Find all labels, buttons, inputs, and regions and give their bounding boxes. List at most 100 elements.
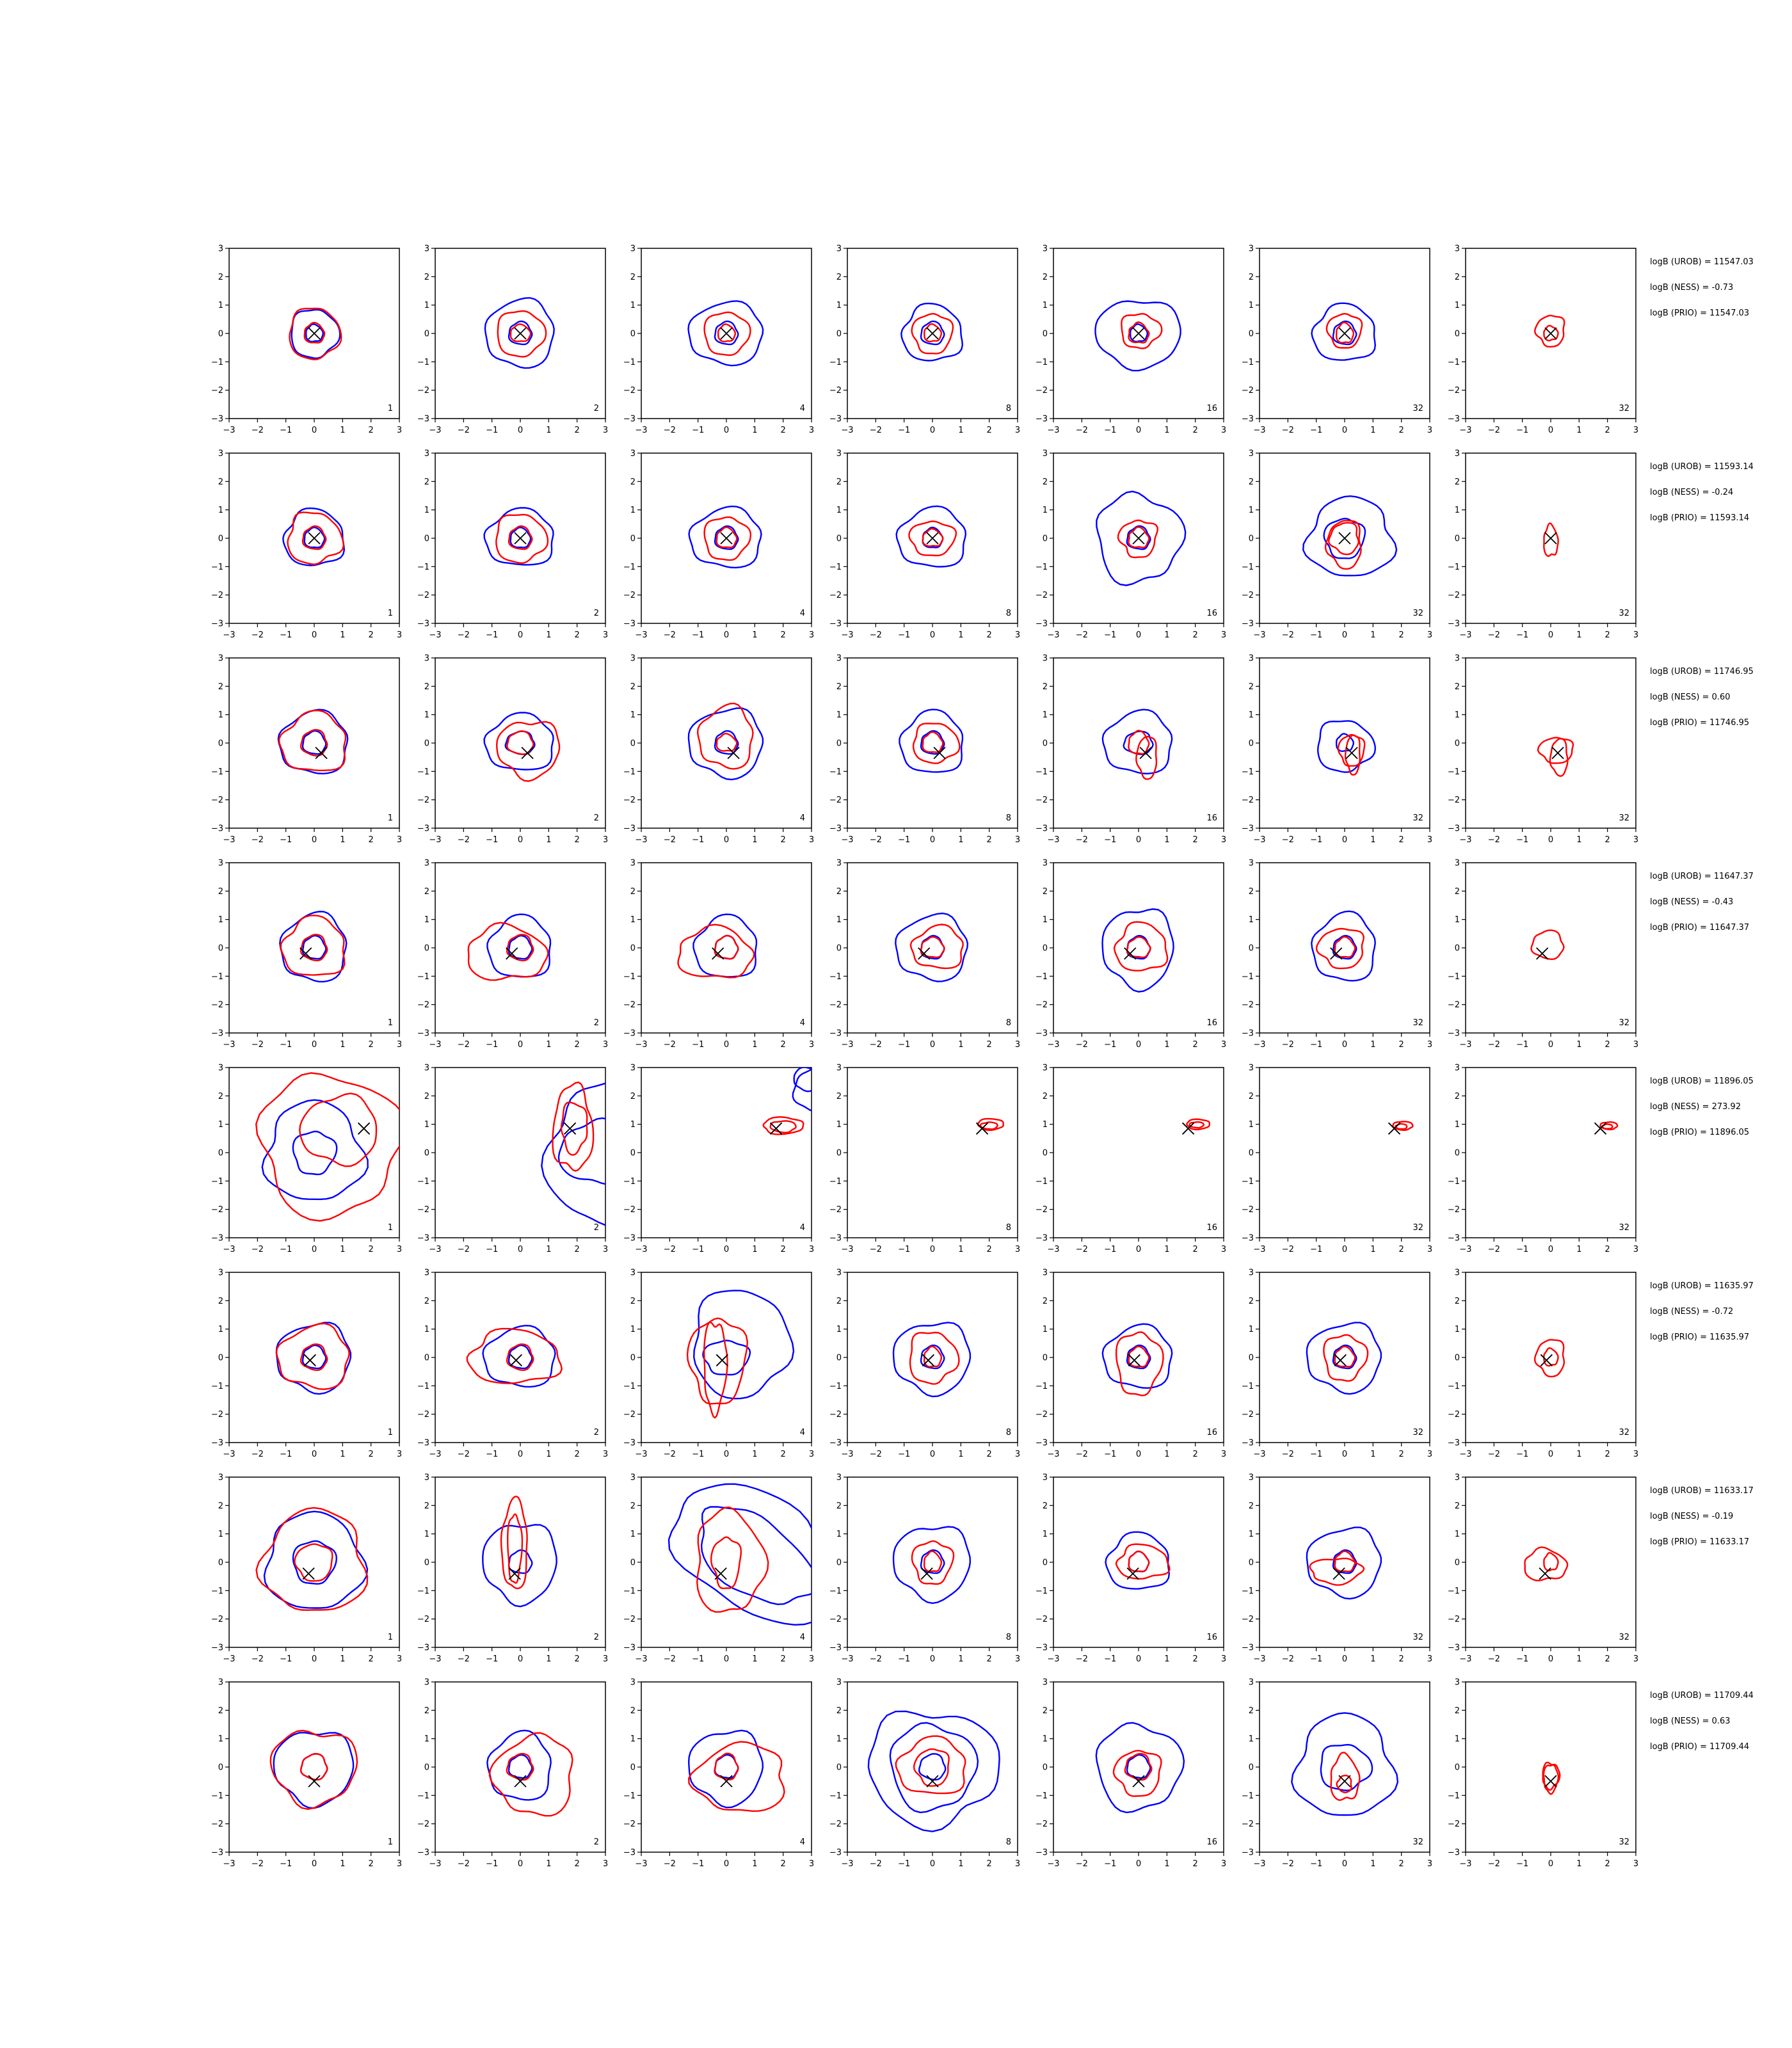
contour-group [1095,1722,1185,1814]
x-marker-icon [1139,746,1152,760]
x-tick-label: −2 [252,1450,264,1459]
x-tick-label: 0 [518,1040,523,1050]
x-tick-label: 1 [1164,630,1169,640]
x-tick-label: −1 [280,426,292,435]
panel-number-label: 16 [1206,813,1217,823]
y-tick-label: −2 [417,1205,429,1215]
x-tick-label: 3 [1015,426,1020,435]
y-tick-label: −2 [1242,1000,1254,1010]
x-tick-label: 1 [752,426,757,435]
y-tick-label: −1 [1036,1382,1048,1391]
blue-contour [889,1722,979,1814]
x-tick-label: −3 [429,835,441,845]
panel-number-label: 8 [1006,1428,1011,1437]
panel-number-label: 4 [800,1428,805,1437]
x-tick-label: −1 [898,1040,910,1050]
y-tick-label: −2 [417,1410,429,1420]
y-tick-label: −3 [1036,1234,1048,1244]
y-tick-label: 1 [836,1325,842,1334]
red-contour [1543,522,1559,557]
x-tick-label: 2 [1193,630,1198,640]
x-tick-label: 1 [1370,1245,1375,1254]
y-tick-label: 3 [218,1064,223,1073]
x-tick-label: −3 [429,1450,441,1459]
blue-contour [700,1506,812,1606]
x-tick-label: −2 [1282,1859,1294,1869]
x-tick-label: −1 [280,835,292,845]
y-tick-label: −3 [829,1439,842,1448]
x-tick-label: 1 [1164,1654,1169,1664]
panel-number-label: 16 [1206,1223,1217,1233]
x-tick-label: 0 [1548,1859,1553,1869]
x-tick-label: −1 [1104,426,1116,435]
y-tick-label: 3 [424,859,429,868]
y-tick-label: 2 [1249,1501,1254,1511]
panel: −3 −2 −1 0 1 2 3 −3 −2 −1 0 1 2 3 1 [211,654,402,845]
x-tick-label: 0 [1342,1245,1347,1254]
y-tick-label: −1 [829,1791,842,1801]
y-tick-label: −2 [623,1000,636,1010]
x-marker-icon [563,1122,577,1135]
blue-contour [702,1340,751,1376]
contour-group [1291,1712,1399,1816]
y-tick-label: 3 [424,244,429,254]
red-contour [495,721,561,782]
x-tick-label: −2 [458,1654,470,1664]
contour-group [1524,1546,1569,1581]
red-contour [1323,1334,1369,1382]
blue-contour [687,300,764,367]
x-tick-label: 2 [781,630,786,640]
x-tick-label: 2 [781,835,786,845]
red-contour [300,1343,328,1372]
y-tick-label: 3 [1249,1678,1254,1688]
panel-number-label: 2 [594,1018,599,1028]
red-contour [1533,314,1565,348]
x-marker-icon [1330,947,1343,960]
y-tick-label: −1 [1242,358,1254,367]
y-tick-label: 1 [218,710,223,720]
panel-number-label: 4 [800,1018,805,1028]
x-marker-icon [920,1567,933,1580]
y-tick-label: 0 [1043,1558,1048,1568]
x-marker-icon [1338,1775,1351,1788]
x-tick-label: 1 [340,1859,345,1869]
x-tick-label: 0 [1548,1450,1553,1459]
y-tick-label: 0 [218,1149,223,1158]
red-contour [677,924,755,979]
y-tick-label: 2 [836,1501,842,1511]
y-tick-label: 0 [1249,1149,1254,1158]
panel: −3 −2 −1 0 1 2 3 −3 −2 −1 0 1 2 3 8 [829,244,1020,436]
x-tick-label: 3 [603,1450,608,1459]
x-tick-label: 0 [1548,835,1553,845]
y-tick-label: 2 [1043,1092,1048,1101]
x-tick-label: −3 [635,1654,647,1664]
y-tick-label: −2 [417,1000,429,1010]
y-tick-label: −1 [1448,1587,1460,1596]
x-tick-label: −1 [1310,835,1322,845]
panel-number-label: 16 [1206,1633,1217,1642]
red-contour [280,915,346,976]
y-tick-label: 1 [218,1734,223,1744]
x-tick-label: −3 [1459,1859,1471,1869]
y-tick-label: −3 [1448,620,1460,629]
y-tick-label: 2 [1043,273,1048,282]
y-tick-label: 1 [1249,1734,1254,1744]
red-contour [287,511,345,566]
y-tick-label: 3 [424,449,429,459]
red-contour [467,922,549,981]
y-tick-label: 0 [630,330,636,339]
x-tick-label: −3 [635,1040,647,1050]
x-tick-label: −2 [252,1040,264,1050]
y-tick-label: −2 [1036,386,1048,396]
y-tick-label: −1 [1448,1791,1460,1801]
red-contour [979,1121,998,1130]
y-tick-label: −2 [1448,386,1460,396]
contour-group [895,912,969,982]
x-tick-label: −3 [1253,835,1265,845]
contour-group [900,302,964,362]
x-tick-label: 3 [1427,630,1432,640]
y-tick-label: −3 [1242,1439,1254,1448]
y-tick-label: 1 [1455,1120,1460,1130]
x-tick-label: 3 [1633,1245,1638,1254]
y-tick-label: 2 [424,682,429,692]
